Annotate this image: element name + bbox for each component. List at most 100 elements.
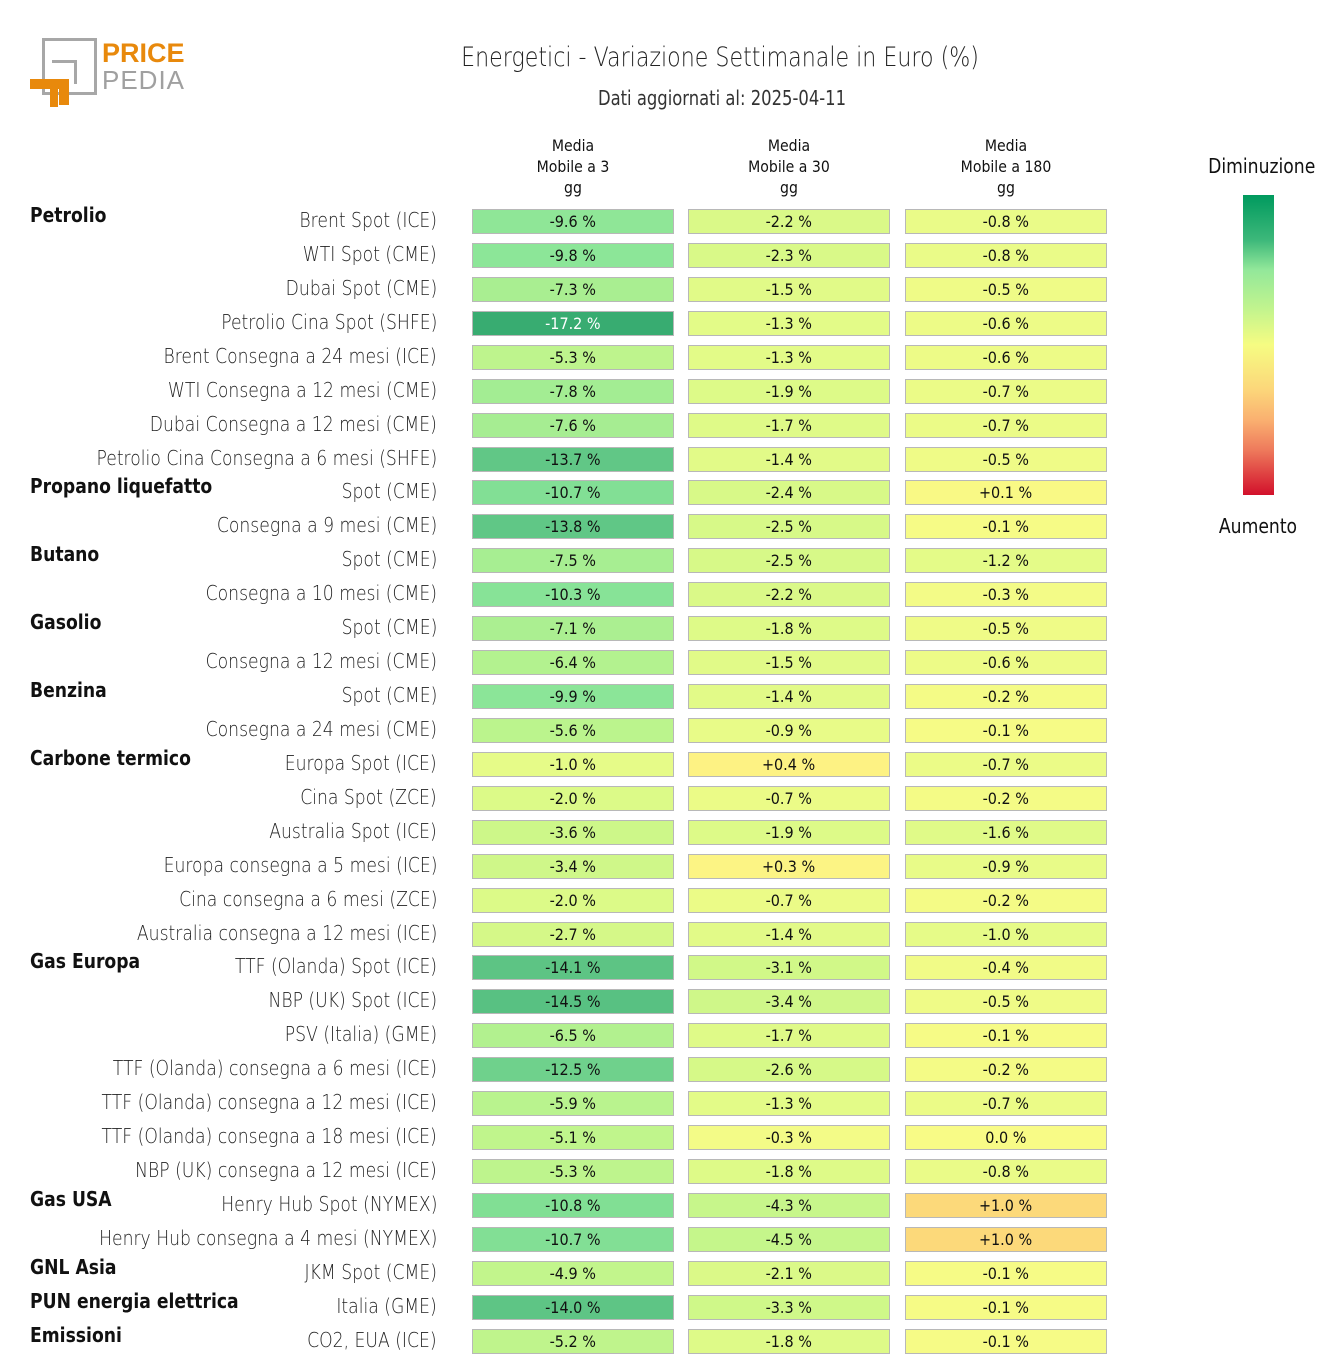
row-label: Spot (CME): [341, 547, 437, 572]
heatmap-cell: -1.4 %: [688, 921, 890, 947]
heatmap-cell: -5.3 %: [472, 344, 674, 370]
row-label: Spot (CME): [341, 615, 437, 640]
cell-value-label: -5.9 %: [549, 1094, 597, 1114]
heatmap-cell: -1.7 %: [688, 1023, 890, 1049]
cell-value-label: -0.7 %: [982, 381, 1030, 401]
cell-value-label: -0.7 %: [765, 788, 813, 808]
heatmap-cell: -7.8 %: [472, 378, 674, 404]
chart-subtitle: Dati aggiornati al: 2025-04-11: [597, 86, 847, 110]
cell-value-label: -1.0 %: [549, 754, 597, 774]
heatmap-cell: -1.0 %: [905, 921, 1107, 947]
legend-color-bar: [1243, 195, 1274, 495]
group-label: Butano: [30, 542, 100, 567]
group-label: Gas Europa: [30, 949, 141, 974]
cell-value-label: +0.4 %: [762, 754, 816, 774]
heatmap-cell: -3.4 %: [688, 989, 890, 1015]
row-label: Europa consegna a 5 mesi (ICE): [163, 852, 437, 877]
heatmap-cell: -0.7 %: [905, 378, 1107, 404]
row-label: Australia Spot (ICE): [269, 818, 437, 843]
cell-value-label: -0.2 %: [982, 687, 1030, 707]
row-label: TTF (Olanda) consegna a 12 mesi (ICE): [101, 1090, 437, 1115]
cell-value-label: +1.0 %: [979, 1195, 1033, 1215]
cell-value-label: -0.1 %: [982, 1297, 1030, 1317]
cell-value-label: -2.2 %: [765, 585, 813, 605]
cell-value-label: -7.3 %: [549, 279, 597, 299]
row-label: Europa Spot (ICE): [285, 750, 437, 775]
row-label: NBP (UK) Spot (ICE): [268, 988, 437, 1013]
column-header-line: Media: [767, 136, 811, 155]
heatmap-cell: -0.5 %: [905, 276, 1107, 302]
cell-value-label: -0.7 %: [982, 754, 1030, 774]
cell-value-label: -4.9 %: [549, 1263, 597, 1283]
cell-value-label: -1.4 %: [765, 924, 813, 944]
cell-value-label: 0.0 %: [985, 1128, 1027, 1148]
heatmap-cell: -17.2 %: [472, 310, 674, 336]
cell-value-label: -10.3 %: [545, 585, 601, 605]
cell-value-label: -1.5 %: [765, 653, 813, 673]
cell-value-label: -0.8 %: [982, 212, 1030, 231]
column-header-line: Media: [984, 136, 1028, 155]
cell-value-label: -5.3 %: [549, 1162, 597, 1182]
heatmap-cell: -1.9 %: [688, 378, 890, 404]
cell-value-label: -2.1 %: [765, 1263, 813, 1283]
heatmap-cell: -1.7 %: [688, 412, 890, 438]
cell-value-label: -2.3 %: [765, 245, 813, 265]
heatmap-cell: -1.4 %: [688, 446, 890, 472]
group-label: Petrolio: [30, 203, 107, 227]
cell-value-label: -0.7 %: [982, 415, 1030, 435]
row-label: Petrolio Cina Consegna a 6 mesi (SHFE): [96, 445, 437, 470]
heatmap-cell: -0.2 %: [905, 1057, 1107, 1083]
cell-value-label: -7.5 %: [549, 551, 597, 571]
heatmap-cell: -2.2 %: [688, 209, 890, 234]
heatmap-cell: -0.7 %: [688, 887, 890, 913]
row-label: Consegna a 24 mesi (CME): [205, 716, 437, 741]
cell-value-label: -4.3 %: [765, 1195, 813, 1215]
cell-value-label: -6.4 %: [549, 653, 597, 673]
cell-value-label: -0.1 %: [982, 1263, 1030, 1283]
heatmap-cell: -6.5 %: [472, 1023, 674, 1049]
row-label: NBP (UK) consegna a 12 mesi (ICE): [135, 1158, 437, 1183]
heatmap-cell: -14.0 %: [472, 1294, 674, 1320]
heatmap-cell: -5.6 %: [472, 717, 674, 743]
cell-value-label: -0.9 %: [982, 856, 1030, 876]
cell-value-label: -9.9 %: [549, 687, 597, 707]
row-label: Cina consegna a 6 mesi (ZCE): [178, 886, 437, 911]
cell-value-label: -1.3 %: [765, 313, 813, 333]
heatmap-cell: -2.5 %: [688, 548, 890, 574]
heatmap-cell: -7.3 %: [472, 276, 674, 302]
cell-value-label: -13.8 %: [545, 517, 601, 537]
cell-value-label: -3.6 %: [549, 822, 597, 842]
cell-value-label: -2.4 %: [765, 483, 813, 503]
cell-value-label: -1.4 %: [765, 687, 813, 707]
cell-value-label: -0.7 %: [982, 1094, 1030, 1114]
cell-value-label: -7.6 %: [549, 415, 597, 435]
cell-value-label: -10.7 %: [545, 1229, 601, 1249]
legend-label-decrease: Diminuzione: [1208, 154, 1316, 178]
row-label: Spot (CME): [341, 683, 437, 708]
column-header-line: gg: [997, 178, 1015, 197]
heatmap-cell: -1.3 %: [688, 1091, 890, 1117]
heatmap-cell: -10.7 %: [472, 480, 674, 506]
row-label: CO2, EUA (ICE): [307, 1327, 437, 1352]
cell-value-label: -10.8 %: [545, 1195, 601, 1215]
heatmap-cell: -0.4 %: [905, 955, 1107, 981]
heatmap-cell: -2.0 %: [472, 785, 674, 811]
heatmap-cell: -2.1 %: [688, 1260, 890, 1286]
heatmap-cell: +0.3 %: [688, 853, 890, 879]
cell-value-label: -1.8 %: [765, 1331, 813, 1351]
cell-value-label: -6.5 %: [549, 1026, 597, 1046]
heatmap-cell: -0.1 %: [905, 514, 1107, 540]
cell-value-label: -5.1 %: [549, 1128, 597, 1148]
cell-value-label: -9.8 %: [549, 245, 597, 265]
row-label: Italia (GME): [336, 1293, 437, 1318]
row-label: Brent Consegna a 24 mesi (ICE): [163, 343, 437, 368]
pricepedia-logo: PRICE PEDIA: [30, 38, 190, 110]
cell-value-label: -1.4 %: [765, 449, 813, 469]
heatmap-cell: -2.2 %: [688, 582, 890, 608]
heatmap-cell: -0.1 %: [905, 1328, 1107, 1354]
heatmap-cell: -13.7 %: [472, 446, 674, 472]
cell-value-label: -0.6 %: [982, 313, 1030, 333]
cell-value-label: -17.2 %: [545, 313, 601, 333]
row-label: Henry Hub Spot (NYMEX): [220, 1191, 437, 1216]
cell-value-label: -2.5 %: [765, 551, 813, 571]
